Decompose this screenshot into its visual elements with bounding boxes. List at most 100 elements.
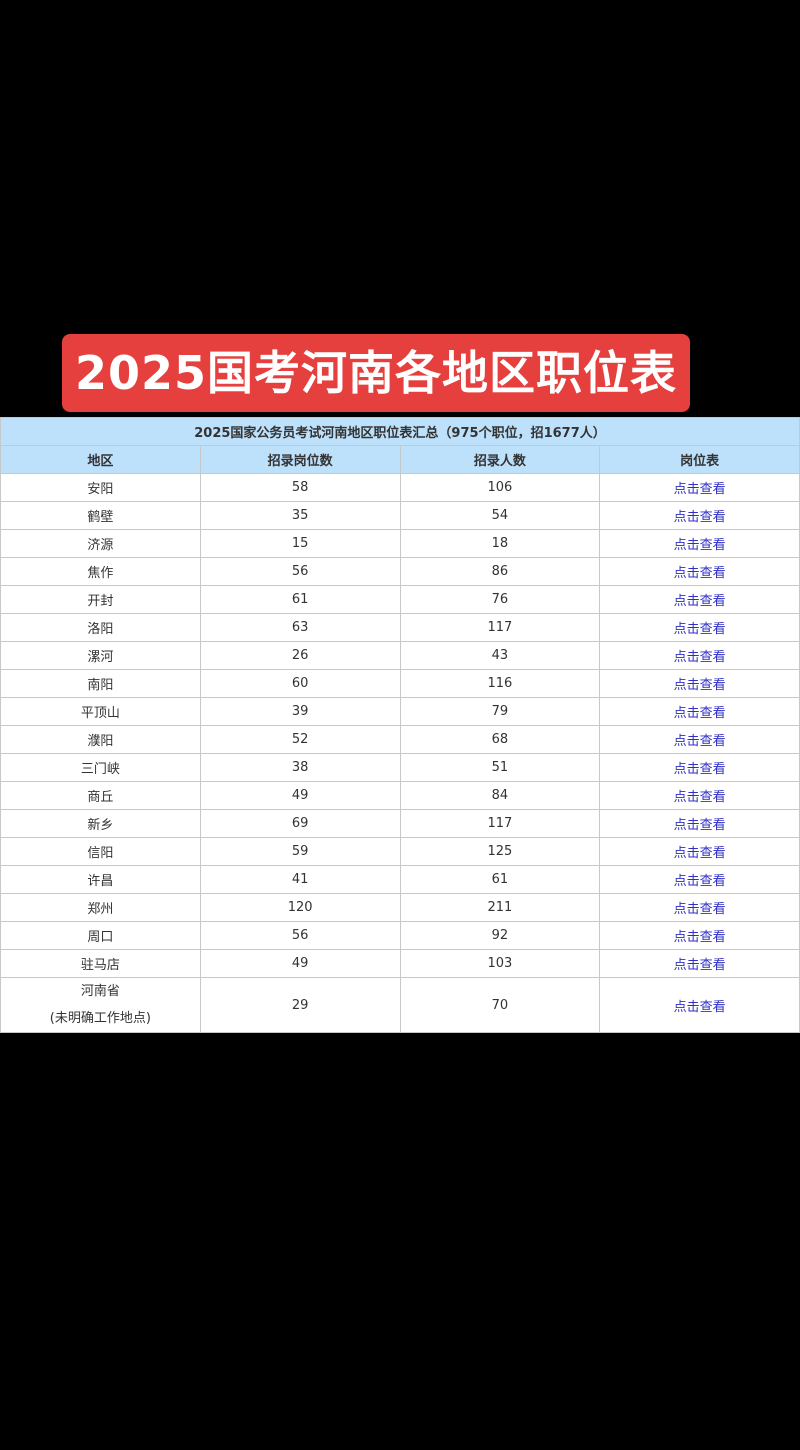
link-cell: 点击查看: [599, 837, 800, 866]
region-cell: 郑州: [0, 893, 201, 922]
view-link[interactable]: 点击查看: [673, 706, 726, 721]
view-link[interactable]: 点击查看: [673, 650, 726, 665]
view-link[interactable]: 点击查看: [673, 622, 726, 637]
people-cell: 51: [399, 753, 601, 782]
people-cell: 211: [399, 893, 601, 922]
view-link[interactable]: 点击查看: [673, 874, 726, 889]
table-row: 漯河 26 43 点击查看: [0, 641, 800, 670]
view-link[interactable]: 点击查看: [673, 958, 726, 973]
link-cell: 点击查看: [599, 613, 800, 642]
view-link[interactable]: 点击查看: [673, 999, 726, 1015]
people-cell: 117: [399, 613, 601, 642]
positions-cell: 63: [199, 613, 401, 642]
positions-cell: 35: [199, 501, 401, 530]
view-link[interactable]: 点击查看: [673, 566, 726, 581]
table-row: 济源 15 18 点击查看: [0, 529, 800, 558]
region-cell: 驻马店: [0, 949, 201, 978]
positions-cell: 59: [199, 837, 401, 866]
header-people: 招录人数: [399, 445, 601, 474]
link-cell: 点击查看: [599, 921, 800, 950]
region-cell: 周口: [0, 921, 201, 950]
region-cell: 信阳: [0, 837, 201, 866]
link-cell: 点击查看: [599, 781, 800, 810]
table-row: 平顶山 39 79 点击查看: [0, 697, 800, 726]
region-cell: 鹤壁: [0, 501, 201, 530]
region-cell: 商丘: [0, 781, 201, 810]
table-row: 信阳 59 125 点击查看: [0, 837, 800, 866]
view-link[interactable]: 点击查看: [673, 930, 726, 945]
positions-cell: 52: [199, 725, 401, 754]
view-link[interactable]: 点击查看: [673, 818, 726, 833]
positions-cell: 61: [199, 585, 401, 614]
table-row: 三门峡 38 51 点击查看: [0, 753, 800, 782]
positions-cell: 39: [199, 697, 401, 726]
view-link[interactable]: 点击查看: [673, 538, 726, 553]
region-cell: 三门峡: [0, 753, 201, 782]
region-cell: 平顶山: [0, 697, 201, 726]
table-caption: 2025国家公务员考试河南地区职位表汇总（975个职位，招1677人）: [0, 417, 800, 446]
people-cell: 68: [399, 725, 601, 754]
people-cell: 84: [399, 781, 601, 810]
region-cell: 漯河: [0, 641, 201, 670]
header-positions: 招录岗位数: [199, 445, 401, 474]
link-cell: 点击查看: [599, 501, 800, 530]
table-row: 河南省 (未明确工作地点) 29 70 点击查看: [0, 977, 800, 1033]
positions-cell: 56: [199, 921, 401, 950]
link-cell: 点击查看: [599, 669, 800, 698]
view-link[interactable]: 点击查看: [673, 510, 726, 525]
region-cell: 安阳: [0, 473, 201, 502]
link-cell: 点击查看: [599, 893, 800, 922]
table-row: 商丘 49 84 点击查看: [0, 781, 800, 810]
link-cell: 点击查看: [599, 641, 800, 670]
positions-cell: 26: [199, 641, 401, 670]
people-cell: 103: [399, 949, 601, 978]
view-link[interactable]: 点击查看: [673, 902, 726, 917]
view-link[interactable]: 点击查看: [673, 762, 726, 777]
link-cell: 点击查看: [599, 529, 800, 558]
view-link[interactable]: 点击查看: [673, 482, 726, 497]
positions-cell: 29: [199, 977, 401, 1033]
view-link[interactable]: 点击查看: [673, 790, 726, 805]
region-line1: 河南省: [80, 984, 120, 999]
view-link[interactable]: 点击查看: [673, 594, 726, 609]
positions-cell: 38: [199, 753, 401, 782]
view-link[interactable]: 点击查看: [673, 734, 726, 749]
view-link[interactable]: 点击查看: [673, 678, 726, 693]
region-cell: 南阳: [0, 669, 201, 698]
link-cell: 点击查看: [599, 753, 800, 782]
region-line2: (未明确工作地点): [49, 1011, 151, 1026]
table-row: 周口 56 92 点击查看: [0, 921, 800, 950]
region-cell: 洛阳: [0, 613, 201, 642]
positions-cell: 56: [199, 557, 401, 586]
positions-cell: 15: [199, 529, 401, 558]
table-row: 濮阳 52 68 点击查看: [0, 725, 800, 754]
table-row: 安阳 58 106 点击查看: [0, 473, 800, 502]
page-title-banner: 2025国考河南各地区职位表: [62, 334, 690, 412]
region-cell: 开封: [0, 585, 201, 614]
people-cell: 116: [399, 669, 601, 698]
header-region: 地区: [0, 445, 201, 474]
table-row: 洛阳 63 117 点击查看: [0, 613, 800, 642]
people-cell: 92: [399, 921, 601, 950]
people-cell: 54: [399, 501, 601, 530]
table-row: 焦作 56 86 点击查看: [0, 557, 800, 586]
region-cell: 济源: [0, 529, 201, 558]
positions-cell: 49: [199, 949, 401, 978]
region-cell: 濮阳: [0, 725, 201, 754]
positions-cell: 41: [199, 865, 401, 894]
people-cell: 106: [399, 473, 601, 502]
positions-cell: 120: [199, 893, 401, 922]
view-link[interactable]: 点击查看: [673, 846, 726, 861]
positions-cell: 60: [199, 669, 401, 698]
header-position-table: 岗位表: [599, 445, 800, 474]
people-cell: 61: [399, 865, 601, 894]
positions-cell: 49: [199, 781, 401, 810]
people-cell: 79: [399, 697, 601, 726]
link-cell: 点击查看: [599, 865, 800, 894]
table-row: 郑州 120 211 点击查看: [0, 893, 800, 922]
region-cell: 河南省 (未明确工作地点): [0, 977, 201, 1033]
link-cell: 点击查看: [599, 949, 800, 978]
link-cell: 点击查看: [599, 977, 800, 1033]
people-cell: 117: [399, 809, 601, 838]
region-cell: 许昌: [0, 865, 201, 894]
